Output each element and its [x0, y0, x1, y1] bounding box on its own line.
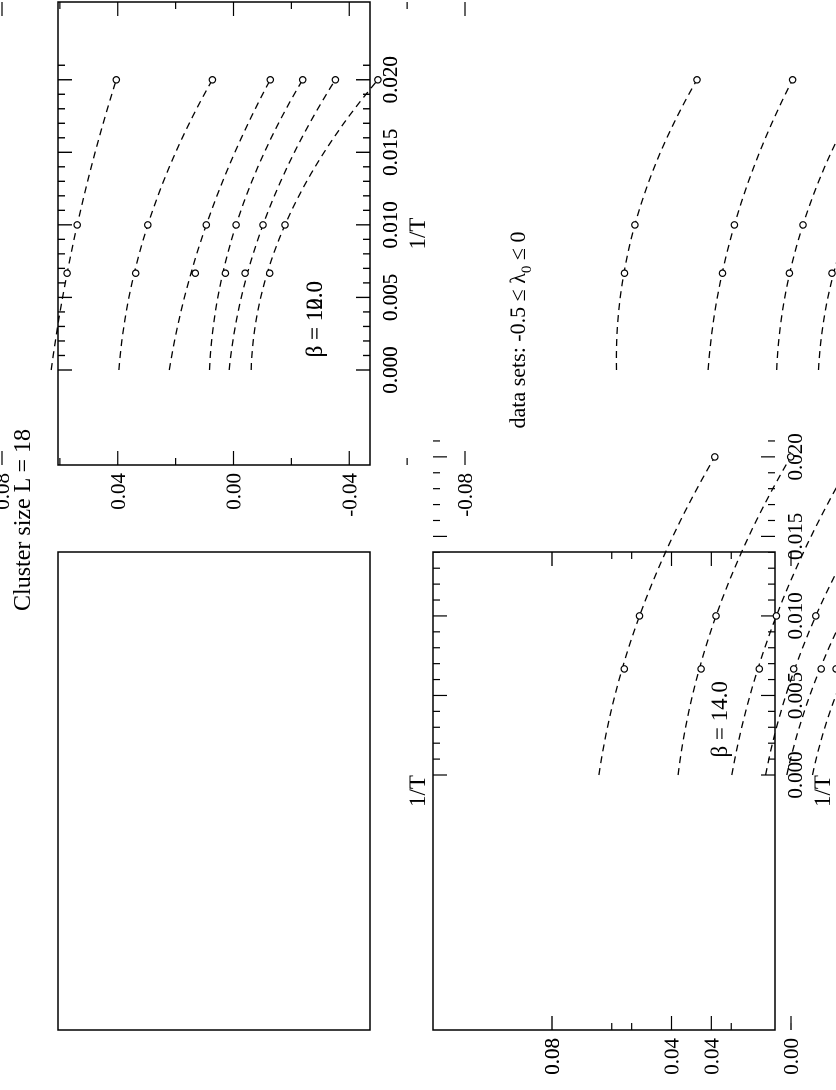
series-4-point — [232, 221, 240, 229]
series-2-point — [697, 665, 705, 673]
x-axis-label: 1/T — [810, 775, 835, 807]
x-tick-label: 0.005 — [378, 274, 402, 321]
x-tick-label: 0.020 — [783, 433, 807, 480]
x-tick-label: 0.015 — [378, 129, 402, 176]
x-axis-label: 1/T — [405, 218, 430, 250]
series-4-point — [298, 76, 307, 84]
y-tick-label: 0.04 — [660, 1038, 684, 1075]
panel-top-right: 0.000 0.005 0.010 0.015 0.020 1/T 0.08 0.04 0.00… — [0, 1, 477, 517]
series-5-point — [817, 665, 826, 673]
series-2-point — [144, 221, 152, 229]
series-3-point — [266, 76, 275, 84]
y-tick-label: 0.00 — [222, 473, 246, 510]
series-2-fit-line — [707, 79, 794, 371]
series-1-fit-line — [615, 79, 698, 371]
series-6-point — [281, 221, 289, 229]
y-tick-label: 0.08 — [540, 1038, 564, 1075]
x-tick-label: 0.010 — [378, 201, 402, 248]
series-2-point — [730, 221, 739, 229]
series-4-point — [811, 612, 820, 620]
series-2-fit-line — [118, 79, 213, 371]
plot-frame — [432, 551, 776, 1031]
series-3-point — [772, 612, 781, 620]
series-1-point — [73, 221, 82, 229]
panel-top-left: 0.0000.0050.0100.0150.0201/T0.080.040.00… — [57, 56, 836, 1075]
series-2-point — [208, 76, 217, 84]
y-tick-label: 0.04 — [699, 1038, 723, 1075]
beta-annotation: β = 10.0 — [302, 281, 327, 357]
x-tick-label: 0.010 — [783, 592, 807, 639]
y-tick-label: 0.08 — [540, 1038, 564, 1075]
series-4-point — [221, 269, 230, 278]
series-5-fit-line — [786, 630, 836, 776]
series-4-fit-line — [764, 571, 836, 776]
series-3-point — [191, 269, 200, 278]
x-tick-label: 0.000 — [783, 751, 807, 798]
x-tick-label: 0.015 — [378, 129, 402, 176]
plot-frame — [57, 1, 371, 466]
x-tick-label: 0.000 — [378, 346, 402, 393]
y-tick-label: -0.08 — [453, 473, 477, 517]
data-sets-note: data sets: -0.5 ≤ λ0 ≤ 0 — [505, 232, 535, 429]
y-tick-label: 0.00 — [779, 1038, 803, 1075]
series-2-point — [788, 76, 797, 84]
series-1-point — [112, 76, 121, 84]
series-2-fit-line — [677, 456, 792, 776]
series-1-point — [710, 453, 719, 461]
x-tick-label: 0.020 — [378, 56, 402, 103]
figure-title: Cluster size L = 18 — [10, 429, 36, 611]
series-4-fit-line — [817, 262, 836, 371]
series-3-point — [785, 269, 794, 278]
series-5-point — [241, 269, 249, 278]
y-tick-label: -0.04 — [337, 473, 361, 517]
series-5-point — [259, 221, 267, 229]
series-3-point — [799, 221, 807, 229]
series-4-point — [789, 665, 798, 673]
x-tick-label: 0.020 — [378, 56, 402, 103]
series-5-point — [331, 76, 340, 84]
series-3-point — [755, 665, 764, 673]
series-1-point — [693, 76, 701, 84]
series-1-point — [620, 269, 629, 278]
series-3-fit-line — [168, 79, 271, 371]
plot-frame — [57, 551, 371, 1031]
series-6-point — [374, 76, 382, 84]
x-tick-label: 0.005 — [783, 672, 807, 719]
series-6-fit-line — [811, 693, 836, 776]
beta-annotation: β = 12.0 — [302, 281, 327, 357]
series-1-point — [635, 612, 644, 620]
note-subscript: 0 — [519, 266, 535, 274]
series-1-point — [631, 221, 639, 229]
series-3-fit-line — [731, 487, 836, 776]
beta-annotation: β = 14.0 — [707, 681, 732, 757]
series-3-point — [202, 221, 211, 229]
series-2-point — [712, 612, 720, 620]
series-6-point — [265, 269, 274, 278]
series-4-point — [828, 269, 836, 278]
note-suffix: ≤ 0 — [505, 232, 530, 266]
note-prefix: data sets: -0.5 ≤ λ — [505, 273, 530, 429]
series-6-point — [832, 665, 836, 673]
x-axis-label: 1/T — [405, 775, 430, 807]
y-tick-label: 0.08 — [0, 473, 14, 510]
series-1-fit-line — [598, 456, 716, 776]
series-1-point — [620, 665, 629, 673]
series-1-point — [63, 269, 71, 278]
x-tick-label: 0.005 — [378, 274, 402, 321]
x-tick-label: 0.010 — [378, 201, 402, 248]
x-tick-label: 0.000 — [378, 346, 402, 393]
series-2-point — [131, 269, 140, 278]
series-2-point — [786, 453, 795, 461]
y-tick-label: 0.04 — [106, 473, 130, 510]
series-2-point — [718, 269, 727, 278]
